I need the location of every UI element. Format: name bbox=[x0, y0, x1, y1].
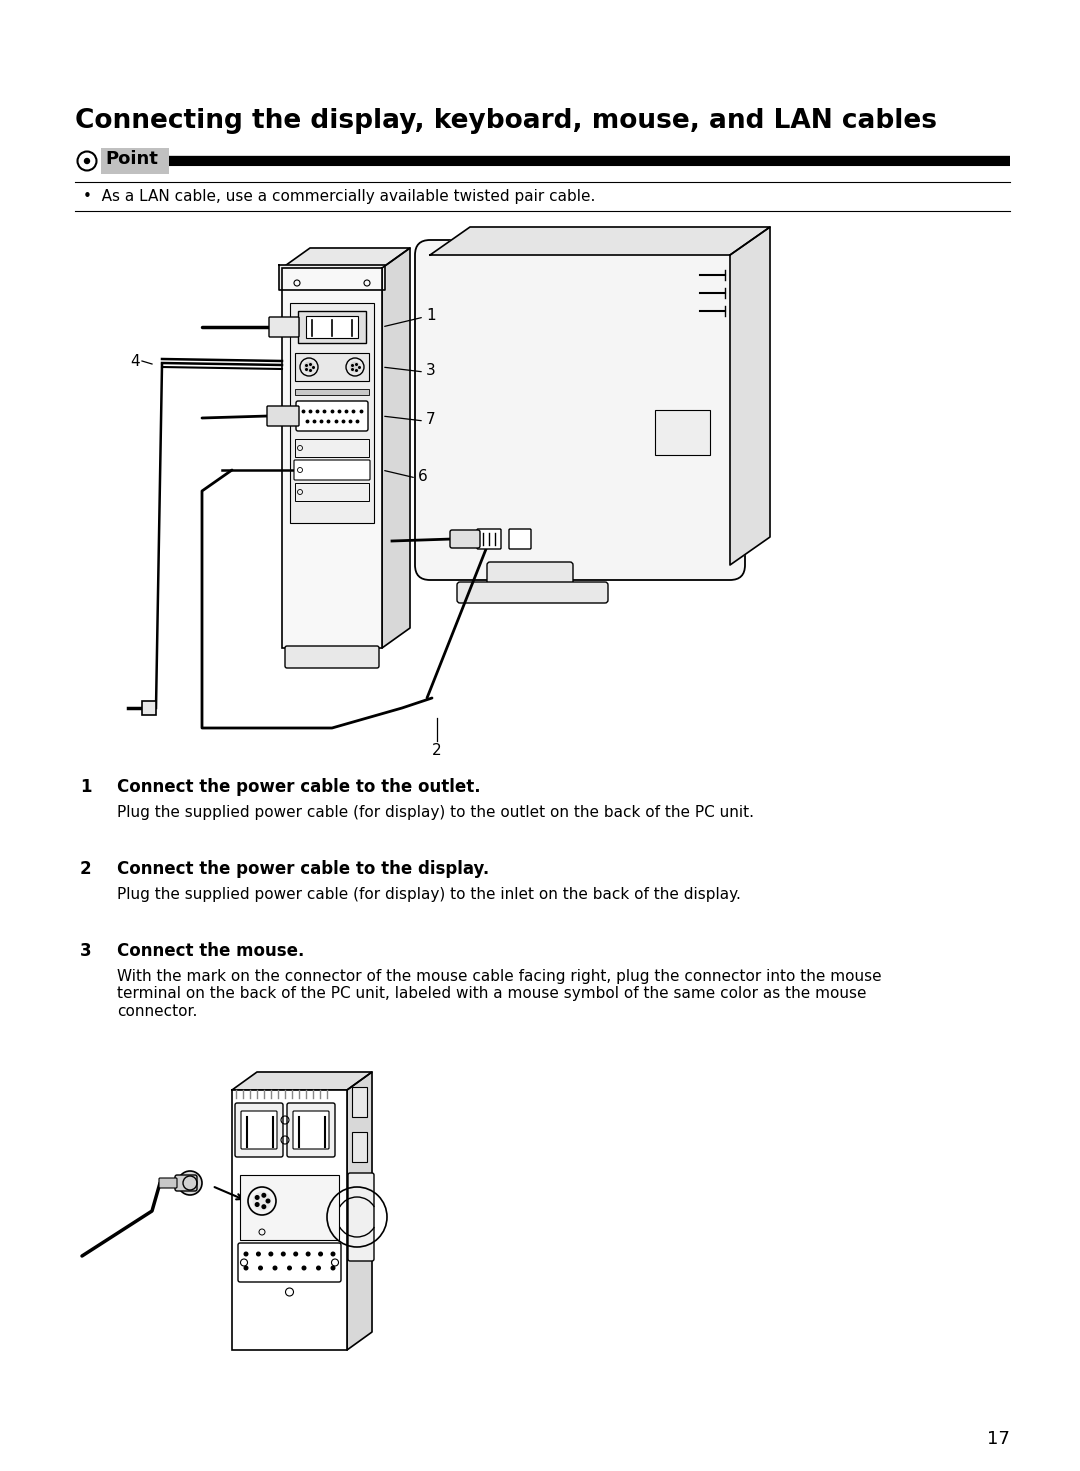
FancyBboxPatch shape bbox=[285, 646, 379, 668]
Bar bbox=[240, 1175, 339, 1240]
Circle shape bbox=[332, 1267, 335, 1269]
Text: Point: Point bbox=[105, 150, 158, 168]
Text: Connect the mouse.: Connect the mouse. bbox=[117, 941, 305, 961]
Polygon shape bbox=[730, 227, 770, 565]
Polygon shape bbox=[232, 1072, 372, 1090]
Bar bbox=[352, 1133, 367, 1162]
Bar bbox=[141, 702, 156, 715]
FancyBboxPatch shape bbox=[457, 583, 608, 603]
Circle shape bbox=[273, 1267, 276, 1269]
FancyBboxPatch shape bbox=[241, 1111, 276, 1149]
Circle shape bbox=[350, 362, 360, 372]
Circle shape bbox=[269, 1252, 272, 1256]
Bar bbox=[306, 316, 357, 338]
Text: 6: 6 bbox=[418, 468, 428, 484]
Circle shape bbox=[319, 1252, 322, 1256]
Polygon shape bbox=[282, 249, 410, 268]
Bar bbox=[295, 353, 369, 381]
Circle shape bbox=[253, 1192, 271, 1211]
Polygon shape bbox=[347, 1072, 372, 1350]
FancyBboxPatch shape bbox=[450, 530, 480, 549]
Circle shape bbox=[257, 1252, 260, 1256]
FancyBboxPatch shape bbox=[159, 1178, 177, 1189]
Circle shape bbox=[303, 362, 314, 372]
FancyBboxPatch shape bbox=[294, 460, 370, 480]
FancyBboxPatch shape bbox=[238, 1243, 341, 1283]
Text: 3: 3 bbox=[80, 941, 92, 961]
Text: 7: 7 bbox=[426, 412, 435, 427]
Polygon shape bbox=[430, 227, 770, 254]
Bar bbox=[654, 410, 710, 455]
Circle shape bbox=[255, 1196, 259, 1199]
Bar bbox=[295, 482, 369, 502]
FancyBboxPatch shape bbox=[348, 1172, 374, 1261]
FancyBboxPatch shape bbox=[287, 1103, 335, 1158]
Circle shape bbox=[178, 1171, 202, 1194]
Text: Plug the supplied power cable (for display) to the inlet on the back of the disp: Plug the supplied power cable (for displ… bbox=[117, 887, 741, 902]
FancyBboxPatch shape bbox=[267, 406, 299, 427]
Circle shape bbox=[294, 1252, 297, 1256]
Circle shape bbox=[244, 1252, 247, 1256]
Circle shape bbox=[287, 1267, 292, 1269]
Text: •  As a LAN cable, use a commercially available twisted pair cable.: • As a LAN cable, use a commercially ava… bbox=[83, 188, 595, 204]
FancyBboxPatch shape bbox=[477, 530, 501, 549]
Circle shape bbox=[244, 1267, 247, 1269]
FancyBboxPatch shape bbox=[509, 530, 531, 549]
Circle shape bbox=[307, 1252, 310, 1256]
Circle shape bbox=[316, 1267, 321, 1269]
FancyBboxPatch shape bbox=[487, 562, 573, 588]
Bar bbox=[232, 1090, 347, 1350]
Bar bbox=[298, 310, 366, 343]
Text: 1: 1 bbox=[80, 778, 92, 796]
Bar bbox=[102, 149, 168, 174]
Bar bbox=[291, 303, 374, 524]
Circle shape bbox=[255, 1203, 259, 1206]
Bar bbox=[352, 1087, 367, 1116]
FancyBboxPatch shape bbox=[269, 316, 299, 337]
FancyBboxPatch shape bbox=[175, 1175, 197, 1192]
FancyBboxPatch shape bbox=[293, 1111, 329, 1149]
Bar bbox=[295, 460, 369, 480]
FancyBboxPatch shape bbox=[235, 1103, 283, 1158]
Text: Connecting the display, keyboard, mouse, and LAN cables: Connecting the display, keyboard, mouse,… bbox=[75, 107, 937, 134]
Text: 3: 3 bbox=[426, 362, 435, 378]
Text: 2: 2 bbox=[432, 743, 442, 758]
Polygon shape bbox=[279, 265, 384, 290]
Circle shape bbox=[282, 1252, 285, 1256]
Circle shape bbox=[262, 1205, 266, 1209]
Circle shape bbox=[266, 1199, 270, 1203]
FancyBboxPatch shape bbox=[296, 402, 368, 431]
Bar bbox=[295, 388, 369, 396]
Polygon shape bbox=[382, 249, 410, 649]
Text: Connect the power cable to the display.: Connect the power cable to the display. bbox=[117, 861, 489, 878]
Circle shape bbox=[302, 1267, 306, 1269]
Text: 2: 2 bbox=[80, 861, 92, 878]
FancyBboxPatch shape bbox=[415, 240, 745, 580]
Text: Plug the supplied power cable (for display) to the outlet on the back of the PC : Plug the supplied power cable (for displ… bbox=[117, 805, 754, 819]
Text: Connect the power cable to the outlet.: Connect the power cable to the outlet. bbox=[117, 778, 481, 796]
Circle shape bbox=[84, 159, 90, 163]
Bar bbox=[282, 268, 382, 649]
Text: 1: 1 bbox=[426, 307, 435, 322]
Text: 17: 17 bbox=[987, 1430, 1010, 1447]
Circle shape bbox=[259, 1267, 262, 1269]
Text: With the mark on the connector of the mouse cable facing right, plug the connect: With the mark on the connector of the mo… bbox=[117, 969, 881, 1019]
Circle shape bbox=[262, 1193, 266, 1197]
Circle shape bbox=[332, 1252, 335, 1256]
Bar bbox=[295, 438, 369, 457]
Text: 4: 4 bbox=[131, 353, 140, 369]
